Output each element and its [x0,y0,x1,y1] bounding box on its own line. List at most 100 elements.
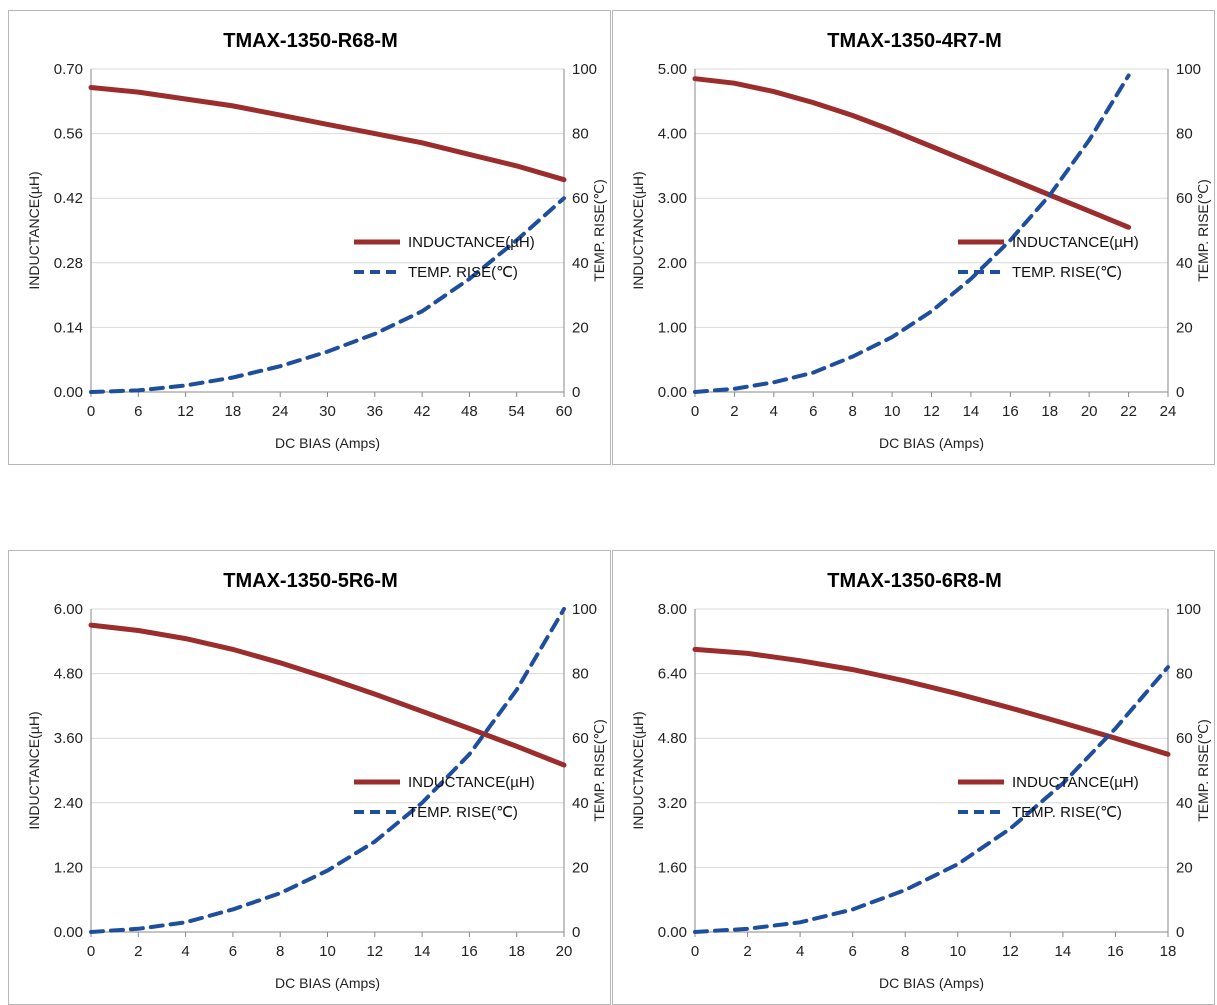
y2-axis-title: TEMP. RISE(℃) [1195,719,1211,822]
y-tick-label: 0.70 [54,61,83,78]
y2-tick-label: 40 [572,795,589,812]
y2-tick-label: 80 [1176,126,1193,143]
y-tick-label: 4.80 [54,666,83,683]
legend-inductance-label: INDUCTANCE(µH) [408,234,535,251]
x-tick-label: 0 [87,403,95,420]
chart-panel-tmax-1350-5r6-m: TMAX-1350-5R6-M 0.00 0 1.20 20 2.40 40 3.60 60 4.… [8,550,611,1005]
y2-tick-label: 0 [572,384,580,401]
y-tick-label: 0.00 [54,384,83,401]
x-tick-label: 0 [691,403,699,420]
chart-title: TMAX-1350-6R8-M [827,570,1001,592]
y-tick-label: 4.80 [658,730,687,747]
temp-rise-line [693,665,1170,934]
inductance-line [88,85,567,183]
y2-tick-label: 0 [1176,924,1184,941]
y-tick-label: 0.00 [54,924,83,941]
y2-axis-title: TEMP. RISE(℃) [1195,179,1211,282]
y2-tick-label: 100 [572,601,597,618]
x-tick-label: 14 [1055,943,1072,960]
x-tick-label: 42 [414,403,431,420]
y-tick-label: 0.56 [54,126,83,143]
chart-panel-tmax-1350-4r7-m: TMAX-1350-4R7-M 0.00 0 1.00 20 2.00 40 3.00 60 4.… [612,10,1215,465]
x-tick-label: 24 [272,403,289,420]
x-tick-label: 14 [963,403,980,420]
chart-svg-tmax-1350-4r7-m: TMAX-1350-4R7-M0.00 01.00 202.00 403.00 604.… [630,30,1211,451]
x-tick-label: 48 [461,403,478,420]
x-axis-title: DC BIAS (Amps) [879,975,984,991]
y2-tick-label: 20 [572,319,589,336]
y-tick-label: 8.00 [658,601,687,618]
y2-tick-label: 20 [1176,319,1193,336]
x-tick-label: 0 [87,943,95,960]
y-axis-title: INDUCTANCE(µH) [630,171,646,289]
x-tick-label: 2 [743,943,751,960]
chart-svg-tmax-1350-6r8-m: TMAX-1350-6R8-M0.00 01.60 203.20 404.80 606.… [630,570,1211,991]
chart-title: TMAX-1350-5R6-M [223,570,397,592]
inductance-line [88,622,567,768]
y-tick-label: 0.14 [54,319,83,336]
chart-title: TMAX-1350-R68-M [223,30,397,52]
y-tick-label: 2.40 [54,795,83,812]
x-tick-label: 10 [319,943,336,960]
x-tick-label: 24 [1160,403,1177,420]
temp-rise-line [89,196,566,394]
y2-axis-title: TEMP. RISE(℃) [591,179,607,282]
x-tick-label: 16 [1107,943,1124,960]
chart-svg-tmax-1350-5r6-m: TMAX-1350-5R6-M0.00 01.20 202.40 403.60 604.… [26,570,607,991]
y2-tick-label: 40 [572,255,589,272]
y2-axis-title: TEMP. RISE(℃) [591,719,607,822]
y-tick-label: 3.00 [658,190,687,207]
y-tick-label: 4.00 [658,126,687,143]
y2-tick-label: 60 [572,190,589,207]
y-tick-label: 3.60 [54,730,83,747]
y2-tick-label: 40 [1176,255,1193,272]
x-tick-label: 14 [414,943,431,960]
y2-tick-label: 100 [1176,601,1201,618]
y2-tick-label: 0 [572,924,580,941]
y-tick-label: 1.00 [658,319,687,336]
y2-tick-label: 40 [1176,795,1193,812]
y-tick-label: 6.00 [54,601,83,618]
x-tick-label: 0 [691,943,699,960]
x-tick-label: 20 [1081,403,1098,420]
x-tick-label: 18 [1041,403,1058,420]
x-tick-label: 4 [770,403,778,420]
legend-temp-label: TEMP. RISE(℃) [408,804,518,821]
x-tick-label: 6 [848,943,856,960]
y-tick-label: 0.00 [658,924,687,941]
y-axis-title: INDUCTANCE(µH) [630,711,646,829]
legend-inductance-label: INDUCTANCE(µH) [1012,774,1139,791]
x-tick-label: 12 [1002,943,1019,960]
x-tick-label: 54 [508,403,525,420]
chart-title: TMAX-1350-4R7-M [827,30,1001,52]
y-tick-label: 5.00 [658,61,687,78]
legend-inductance-label: INDUCTANCE(µH) [408,774,535,791]
inductance-line [692,76,1132,230]
y2-tick-label: 60 [572,730,589,747]
x-tick-label: 18 [225,403,242,420]
x-tick-label: 16 [461,943,478,960]
x-tick-label: 16 [1002,403,1019,420]
y2-tick-label: 80 [572,126,589,143]
temp-rise-line [89,607,566,934]
y-tick-label: 0.00 [658,384,687,401]
x-axis-title: DC BIAS (Amps) [275,435,380,451]
legend-temp-label: TEMP. RISE(℃) [408,264,518,281]
x-tick-label: 8 [901,943,909,960]
x-tick-label: 12 [177,403,194,420]
x-tick-label: 6 [134,403,142,420]
y-tick-label: 3.20 [658,795,687,812]
y2-tick-label: 100 [572,61,597,78]
x-axis-title: DC BIAS (Amps) [879,435,984,451]
y-tick-label: 1.20 [54,859,83,876]
x-tick-label: 2 [134,943,142,960]
x-tick-label: 30 [319,403,336,420]
x-tick-label: 12 [923,403,940,420]
y2-tick-label: 80 [1176,666,1193,683]
x-tick-label: 36 [366,403,383,420]
x-tick-label: 10 [949,943,966,960]
y2-tick-label: 0 [1176,384,1184,401]
x-tick-label: 8 [276,943,284,960]
y2-tick-label: 60 [1176,730,1193,747]
x-axis-title: DC BIAS (Amps) [275,975,380,991]
